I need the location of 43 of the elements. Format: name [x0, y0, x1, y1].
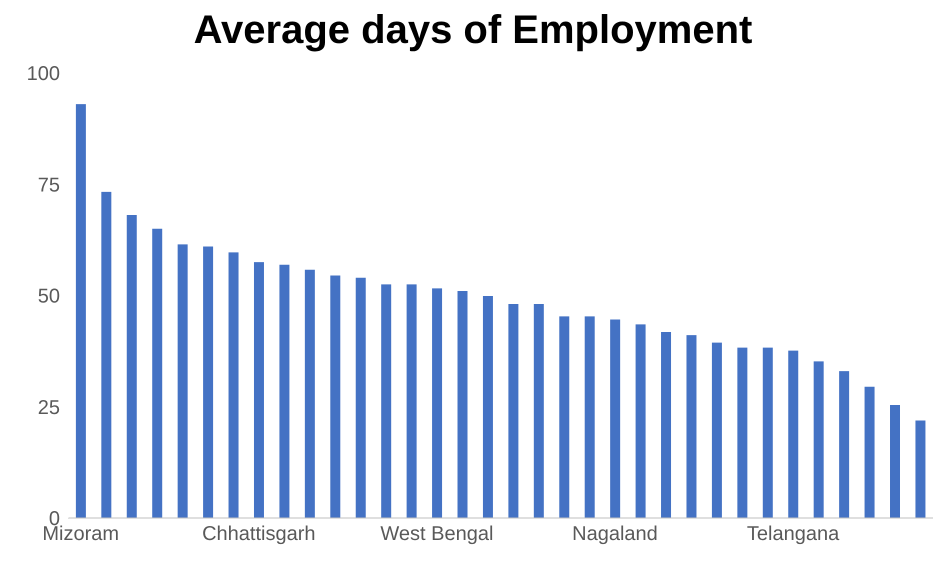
- bar: [432, 288, 442, 518]
- bar: [152, 228, 162, 518]
- bar: [636, 324, 646, 518]
- chart-title: Average days of Employment: [192, 8, 754, 53]
- bar: [890, 404, 900, 518]
- y-tick-label: 50: [38, 286, 60, 308]
- bar: [788, 350, 798, 518]
- bar: [203, 246, 214, 518]
- bar: [406, 284, 417, 518]
- bar: [228, 252, 239, 518]
- x-tick-label: Chhattisgarh: [202, 523, 316, 546]
- bar: [915, 420, 926, 518]
- bar: [254, 262, 264, 518]
- bar: [330, 275, 340, 518]
- y-tick-label: 100: [26, 63, 60, 86]
- bar: [559, 316, 570, 518]
- bar: [737, 348, 748, 518]
- y-tick-label: 75: [38, 174, 60, 196]
- y-tick-label: 25: [38, 396, 60, 419]
- bar: [279, 264, 290, 518]
- bar: [686, 335, 696, 518]
- bar: [304, 270, 315, 518]
- bar: [814, 361, 824, 518]
- bar: [458, 291, 468, 518]
- bar: [661, 332, 672, 518]
- bar: [178, 244, 188, 518]
- bar: [356, 278, 366, 518]
- bar: [864, 386, 875, 518]
- bar: [712, 342, 722, 518]
- bar: [126, 214, 137, 518]
- bar: [584, 316, 595, 518]
- bar: [534, 304, 544, 518]
- bar: [101, 192, 112, 518]
- bar: [839, 371, 850, 518]
- bar: [381, 284, 392, 518]
- bar: [482, 296, 493, 518]
- x-tick-label: West Bengal: [380, 523, 494, 546]
- x-tick-label: Nagaland: [572, 523, 658, 546]
- x-tick-label: Telangana: [746, 523, 840, 546]
- bar: [762, 348, 773, 518]
- bar: [508, 304, 518, 518]
- bar: [76, 104, 86, 518]
- bar: [610, 320, 620, 518]
